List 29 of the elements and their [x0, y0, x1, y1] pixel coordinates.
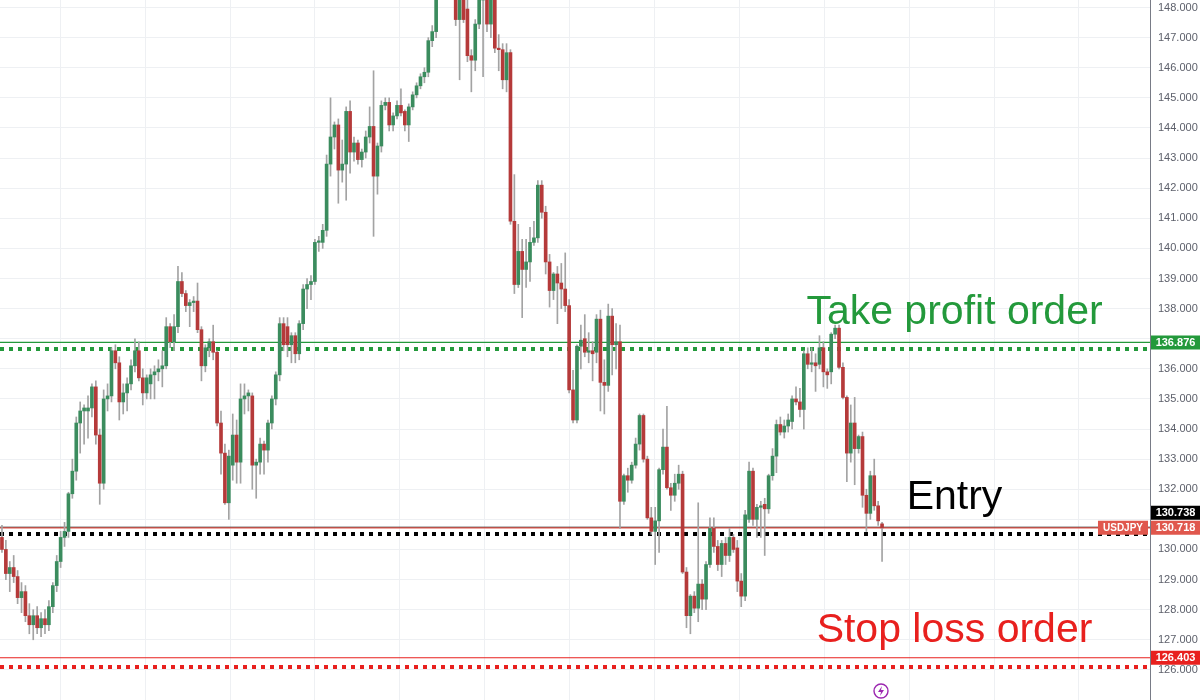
y-tick-label: 145.000: [1158, 90, 1198, 103]
ref-line-label: 130.738: [1155, 506, 1196, 519]
y-tick-label: 132.000: [1158, 482, 1198, 495]
y-tick-label: 143.000: [1158, 151, 1198, 164]
y-tick-label: 144.000: [1158, 120, 1198, 133]
ref-line-label: Stop loss order: [816, 604, 1093, 651]
y-tick-label: 138.000: [1158, 301, 1198, 314]
y-tick-label: 134.000: [1158, 422, 1198, 435]
y-tick-label: 129.000: [1158, 572, 1198, 585]
y-tick-label: 147.000: [1158, 30, 1198, 43]
y-tick-label: 130.000: [1158, 542, 1198, 555]
y-tick-label: 136.000: [1158, 361, 1198, 374]
y-tick-label: 142.000: [1158, 181, 1198, 194]
ref-line-label: 126.403: [1155, 651, 1196, 664]
y-tick-label: 140.000: [1158, 241, 1198, 254]
y-tick-label: 128.000: [1158, 602, 1198, 615]
annotation: USDJPY: [1102, 522, 1144, 534]
y-tick-label: 139.000: [1158, 271, 1198, 284]
ref-line-label: 130.718: [1155, 521, 1196, 534]
ref-line-label: 136.876: [1155, 335, 1196, 348]
y-tick-label: 141.000: [1158, 211, 1198, 224]
y-tick-label: 135.000: [1158, 391, 1198, 404]
y-tick-label: 146.000: [1158, 60, 1198, 73]
y-tick-label: 133.000: [1158, 452, 1198, 465]
ref-line-label: Take profit order: [806, 286, 1103, 333]
y-tick-label: 127.000: [1158, 632, 1198, 645]
y-tick-label: 126.000: [1158, 662, 1198, 675]
y-tick-label: 148.000: [1158, 0, 1198, 13]
ref-line-label: Entry: [906, 472, 1003, 519]
